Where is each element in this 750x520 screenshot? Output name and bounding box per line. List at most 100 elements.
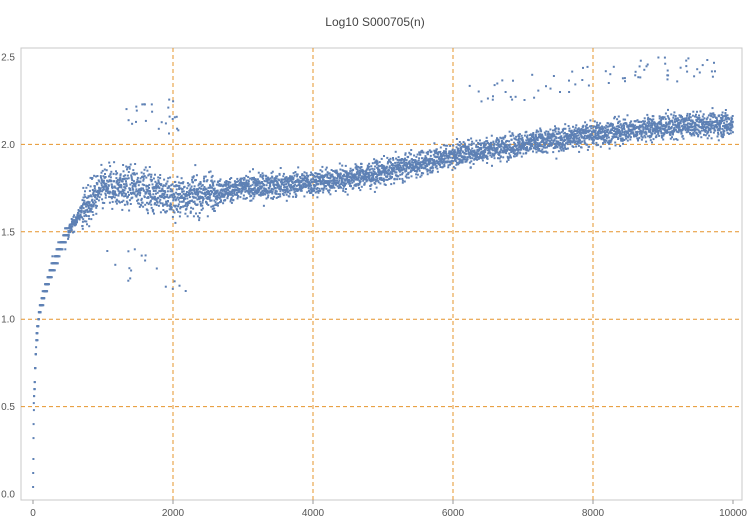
data-point [689,132,692,134]
data-point [696,110,698,113]
data-point [177,203,180,206]
data-point [129,183,132,186]
data-point [71,218,74,221]
data-point [467,152,470,155]
data-point [271,170,274,173]
data-point [312,178,315,181]
data-point [37,325,40,328]
data-point [639,126,642,129]
data-point [146,190,149,193]
data-point [552,132,555,135]
data-point [597,126,600,129]
data-point [159,194,162,197]
data-point [477,150,480,153]
data-point [260,191,263,194]
data-point [130,269,133,272]
data-point [449,156,452,159]
data-point [401,161,404,164]
data-point [328,189,331,192]
data-point [518,144,521,147]
data-point [142,189,145,192]
data-point [457,154,460,157]
data-point [244,183,246,186]
data-point [443,152,446,155]
data-point [262,204,265,207]
data-point [623,130,626,133]
data-point [387,159,390,162]
data-point [178,196,181,199]
data-point [603,139,606,141]
data-point [192,215,195,218]
data-point [602,127,605,130]
data-point [102,185,105,188]
data-point [129,187,132,190]
data-point [376,160,379,163]
data-point [456,143,459,146]
data-point [546,139,549,142]
data-point [203,175,206,178]
data-point [263,179,266,182]
data-point [555,127,557,130]
data-point [209,170,212,173]
data-point [338,174,341,177]
data-point [467,149,470,152]
data-point [367,175,370,178]
data-point [610,138,613,141]
data-point [510,151,513,153]
data-point [644,136,647,139]
data-point [646,113,649,116]
data-point [383,173,386,176]
data-point [107,187,110,190]
data-point [462,141,465,144]
data-point [584,137,587,140]
data-point [653,124,656,126]
data-point [261,172,264,175]
data-point [57,241,60,244]
data-point [326,180,329,183]
data-point [616,128,619,130]
data-point [131,179,134,182]
data-point [176,127,179,130]
data-point [189,189,192,192]
data-point [151,197,154,200]
data-point [219,184,222,187]
data-point [463,145,466,148]
data-point [682,137,685,140]
data-point [420,174,423,177]
data-point [203,186,206,188]
data-point [167,177,170,180]
data-point [577,134,580,137]
data-point [313,189,316,192]
data-point [442,153,445,156]
data-point [389,171,392,174]
data-point [236,187,239,189]
data-point [530,140,533,142]
data-point [581,140,584,143]
data-point [222,194,225,197]
data-point [647,123,650,126]
data-point [435,150,437,152]
data-point [508,140,511,143]
data-point [664,131,667,134]
data-point [271,175,274,178]
data-point [282,178,285,181]
data-point [480,148,483,150]
data-point [627,132,630,134]
data-point [221,189,224,192]
data-point [155,267,158,270]
data-point [419,175,422,178]
data-point [583,130,586,133]
data-point [410,149,413,151]
data-point [510,138,513,141]
data-point [507,144,510,147]
data-point [407,161,410,164]
data-point [208,194,211,197]
data-point [723,122,726,125]
data-point [272,195,275,198]
data-point [306,177,309,180]
data-point [134,185,137,188]
data-point [419,153,422,156]
data-point [208,193,211,196]
data-point [151,196,154,199]
data-point [154,185,157,188]
